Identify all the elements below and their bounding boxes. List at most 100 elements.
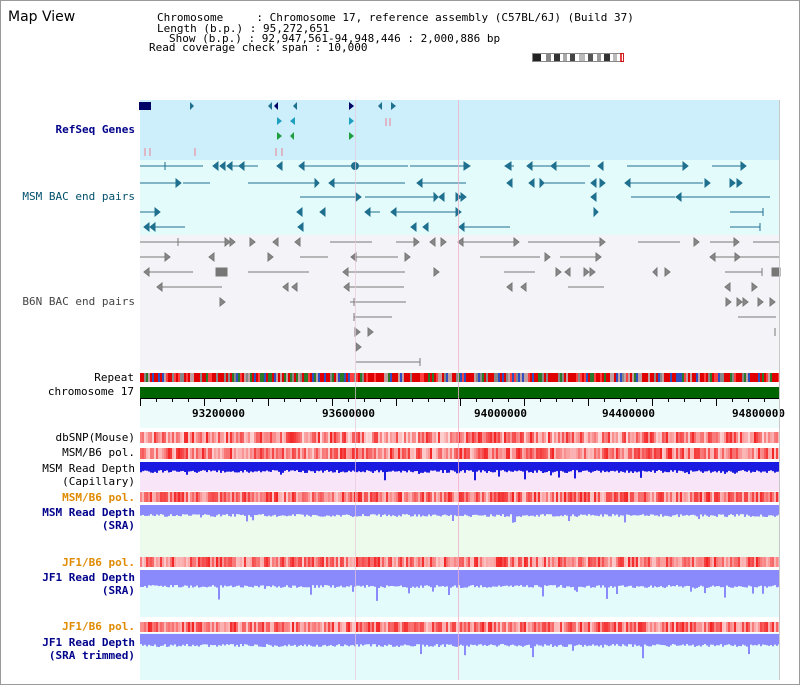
heat-cell: [392, 432, 394, 443]
depth-bar: [436, 505, 438, 516]
heat-cell: [684, 492, 686, 502]
repeat-track[interactable]: [140, 373, 780, 382]
depth-bar: [544, 570, 546, 586]
heat-cell: [182, 432, 184, 443]
depth-bar: [234, 505, 236, 517]
repeat-segment: [150, 373, 152, 382]
heat-cell: [596, 432, 598, 443]
depth-bar: [726, 570, 728, 586]
heat-cell: [464, 448, 466, 459]
chromosome-ideogram[interactable]: [532, 53, 624, 62]
depth-bar: [148, 570, 150, 586]
heat-cell: [162, 492, 164, 502]
depth-bar: [242, 505, 244, 515]
heat-cell: [692, 622, 694, 632]
depth-bar: [384, 505, 386, 515]
heat-cell: [334, 622, 336, 632]
heat-cell: [470, 492, 472, 502]
depth-bar: [432, 505, 434, 515]
heat-cell: [200, 432, 202, 443]
depth-bar: [172, 462, 174, 471]
heat-cell: [568, 448, 570, 459]
depth-bar: [508, 462, 510, 471]
repeat-segment: [450, 373, 452, 382]
depth-bar: [576, 634, 578, 646]
heat-cell: [378, 557, 380, 567]
repeat-segment: [144, 373, 146, 382]
depth-bar: [720, 505, 722, 515]
heat-cell: [500, 492, 502, 502]
depth-bar: [570, 505, 572, 517]
depth-bar: [326, 570, 328, 586]
heat-cell: [334, 557, 336, 567]
heat-cell: [620, 557, 622, 567]
depth-bar: [494, 462, 496, 473]
refseq-label[interactable]: RefSeq Genes: [55, 123, 135, 136]
jf1-sra-depth-histogram[interactable]: [140, 570, 780, 602]
msm-b6-pol-strip[interactable]: [140, 448, 780, 459]
heat-cell: [612, 557, 614, 567]
depth-bar: [190, 570, 192, 586]
depth-bar: [630, 505, 632, 516]
depth-bar: [624, 570, 626, 588]
depth-bar: [248, 634, 250, 646]
feature-tracks-canvas[interactable]: [135, 98, 785, 373]
jf1-trimmed-depth-histogram[interactable]: [140, 634, 780, 662]
heat-cell: [606, 557, 608, 567]
msm-b6-pol-2-strip[interactable]: [140, 492, 780, 502]
depth-bar: [226, 570, 228, 587]
depth-bar: [592, 505, 594, 515]
depth-bar: [324, 462, 326, 471]
depth-bar: [454, 570, 456, 586]
heat-cell: [466, 622, 468, 632]
jf1-b6-pol-2-strip[interactable]: [140, 622, 780, 632]
dbsnp-heat-strip[interactable]: [140, 432, 780, 443]
depth-bar: [480, 462, 482, 473]
depth-bar: [602, 462, 604, 471]
heat-cell: [168, 432, 170, 443]
depth-bar: [542, 634, 544, 647]
heat-cell: [332, 432, 334, 443]
heat-cell: [608, 557, 610, 567]
heat-cell: [644, 557, 646, 567]
depth-bar: [192, 462, 194, 471]
heat-cell: [346, 492, 348, 502]
jf1-b6-pol-strip[interactable]: [140, 557, 780, 567]
heat-cell: [628, 557, 630, 567]
heat-cell: [258, 432, 260, 443]
depth-bar: [290, 462, 292, 471]
msm-capillary-depth-histogram[interactable]: [140, 462, 780, 482]
b6n-bac-label[interactable]: B6N BAC end pairs: [22, 295, 135, 308]
repeat-segment: [448, 373, 450, 382]
heat-cell: [706, 557, 708, 567]
msm-bac-label[interactable]: MSM BAC end pairs: [22, 190, 135, 203]
depth-bar: [604, 570, 606, 588]
heat-cell: [644, 432, 646, 443]
depth-bar: [358, 634, 360, 647]
msm-sra-depth-histogram[interactable]: [140, 505, 780, 525]
heat-cell: [586, 492, 588, 502]
depth-bar: [292, 634, 294, 646]
heat-cell: [170, 622, 172, 632]
depth-bar: [190, 505, 192, 516]
heat-cell: [662, 448, 664, 459]
repeat-segment: [348, 373, 350, 382]
heat-cell: [158, 492, 160, 502]
repeat-segment: [518, 373, 520, 382]
depth-bar: [260, 634, 262, 647]
repeat-segment: [268, 373, 270, 382]
heat-cell: [214, 557, 216, 567]
heat-cell: [254, 492, 256, 502]
repeat-segment: [352, 373, 354, 382]
tick-label: 94000000: [474, 407, 527, 420]
heat-cell: [434, 448, 436, 459]
depth-bar: [586, 505, 588, 516]
heat-cell: [584, 557, 586, 567]
heat-cell: [536, 557, 538, 567]
heat-cell: [352, 622, 354, 632]
heat-cell: [286, 492, 288, 502]
heat-cell: [268, 622, 270, 632]
heat-cell: [186, 432, 188, 443]
depth-bar: [764, 462, 766, 472]
repeat-segment: [610, 373, 612, 382]
